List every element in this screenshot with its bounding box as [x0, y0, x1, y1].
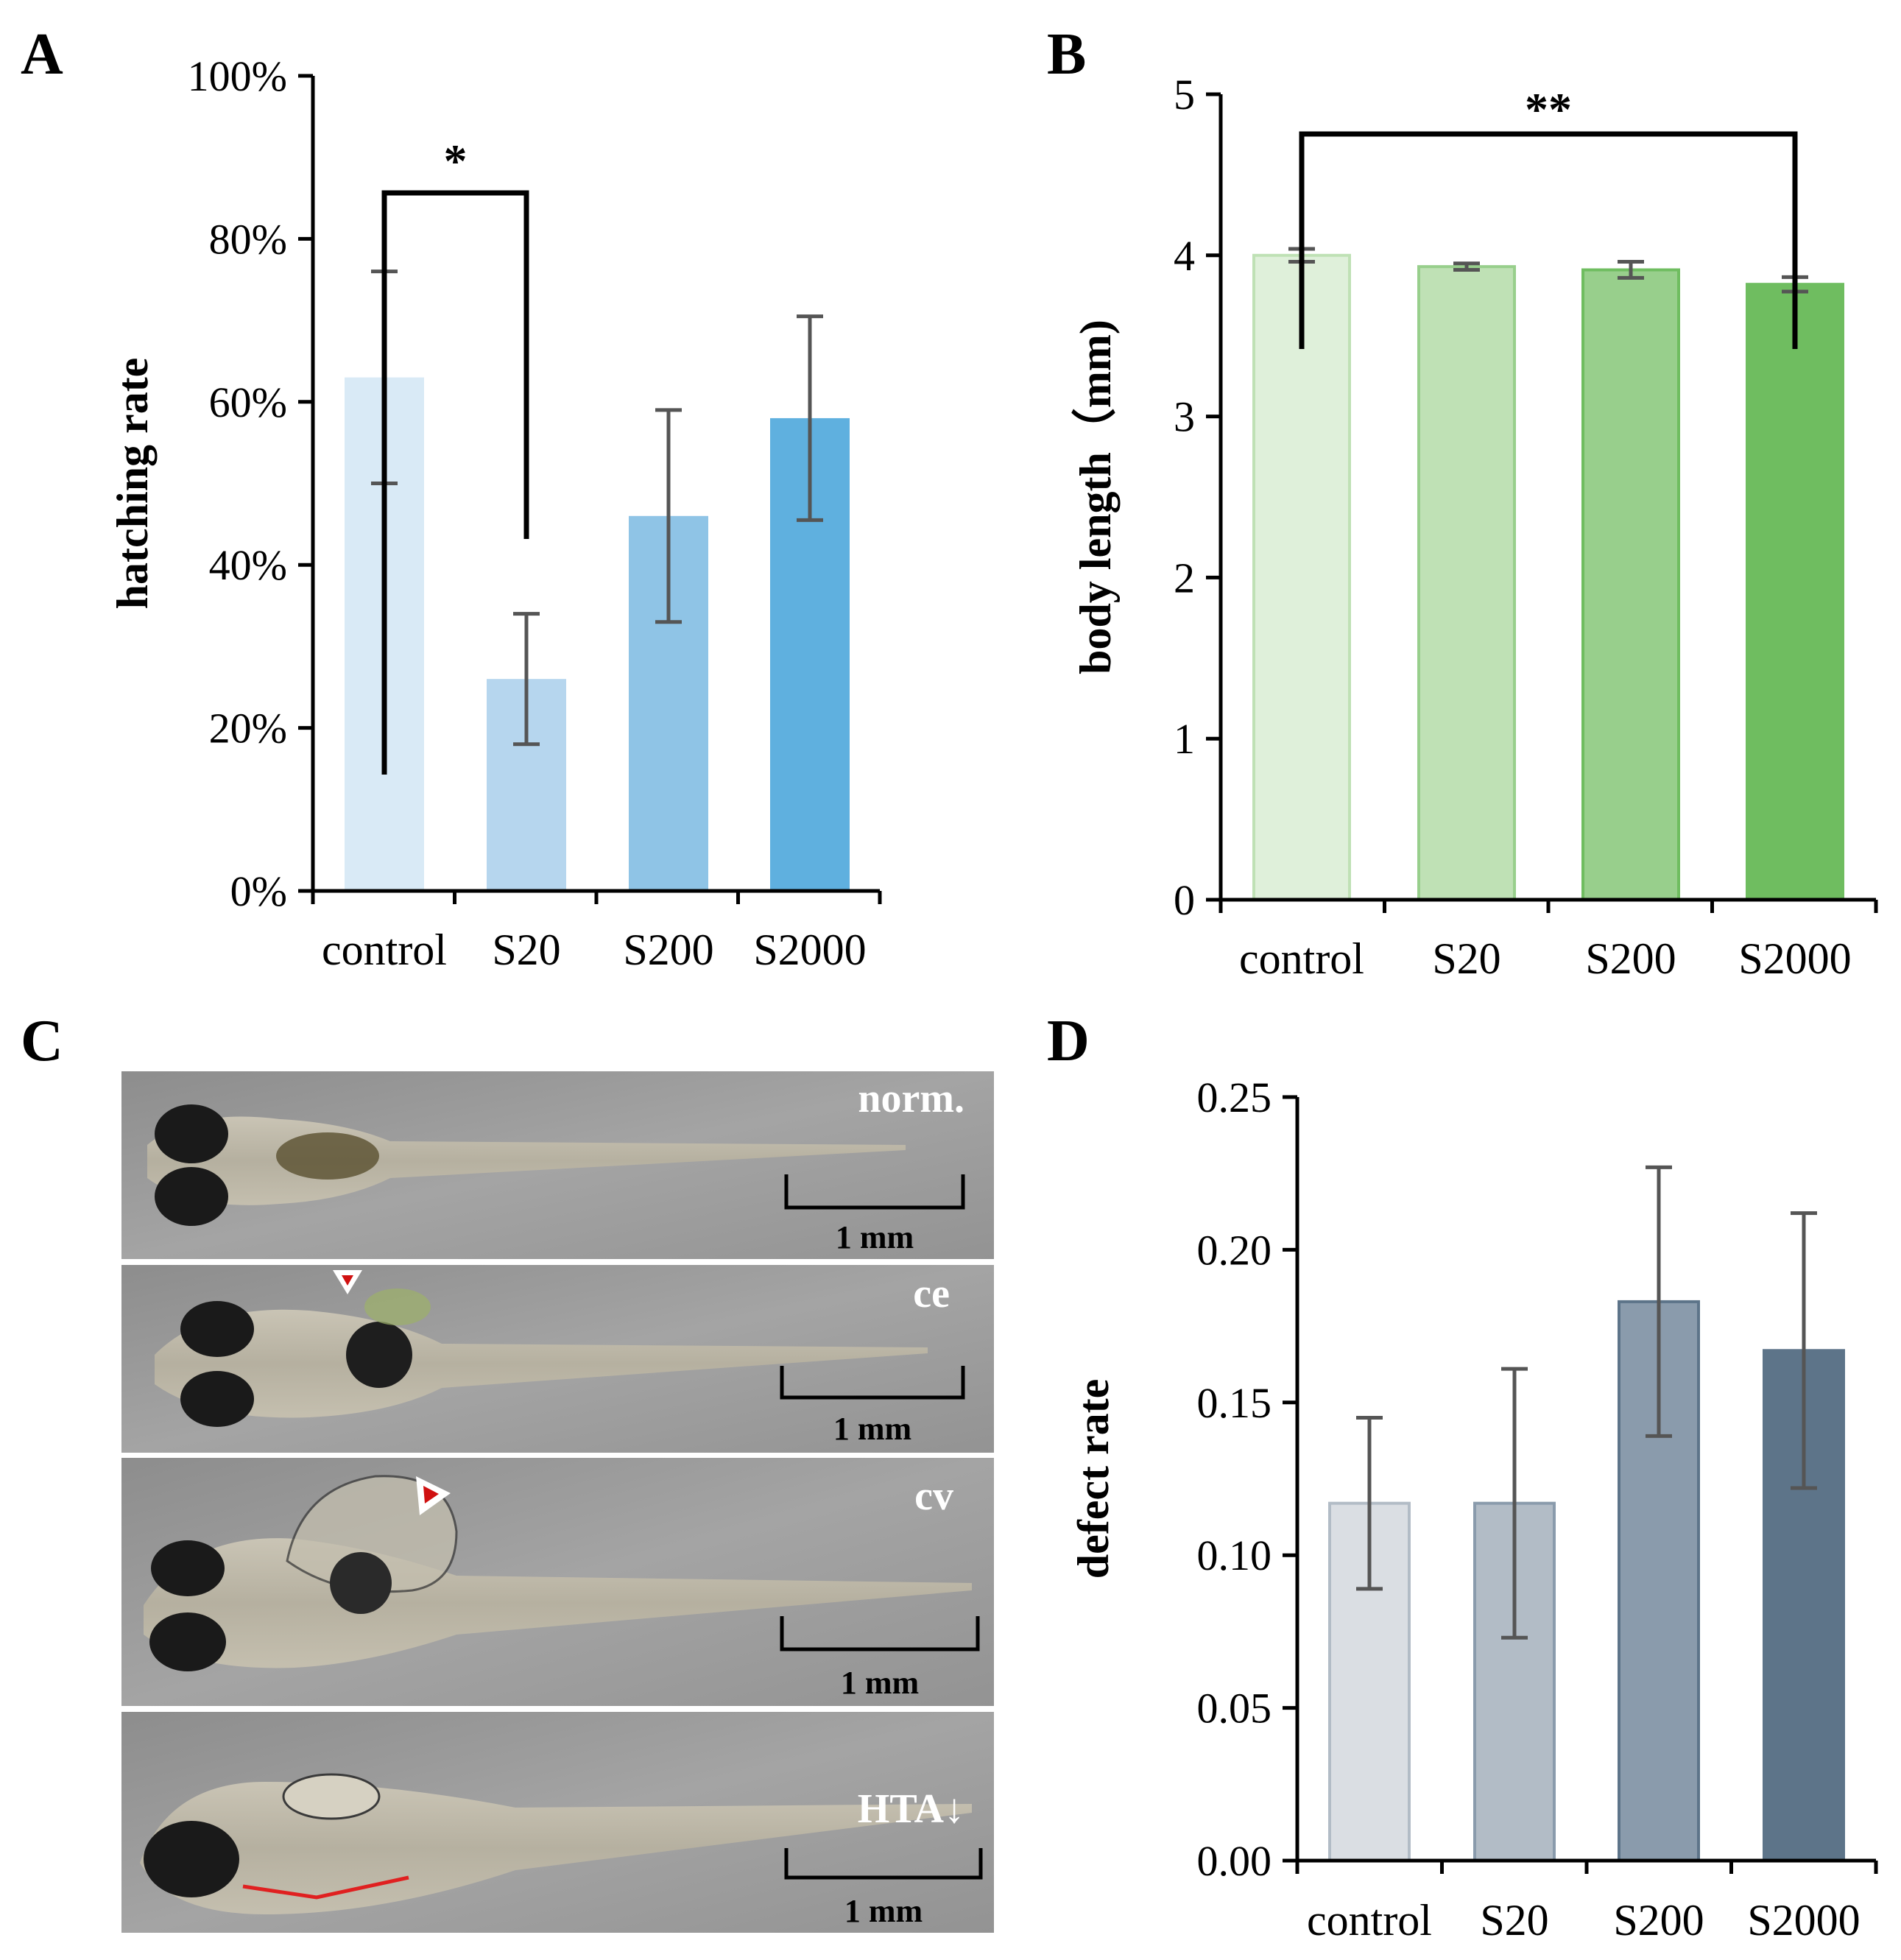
larva-yolk: [330, 1552, 392, 1614]
arrowhead-icon: [342, 1275, 353, 1286]
x-tick-label: S200: [1613, 1896, 1704, 1945]
scale-label: 1 mm: [833, 1411, 911, 1447]
y-tick-label: 100%: [188, 52, 287, 100]
x-tick-label: S2000: [753, 926, 866, 974]
y-tick-label: 0.25: [1197, 1074, 1272, 1121]
y-tick-label: 80%: [209, 215, 287, 263]
edema-region: [364, 1289, 431, 1325]
y-tick-label: 0.00: [1197, 1837, 1272, 1885]
scale-label: 1 mm: [836, 1219, 914, 1255]
bar-s2000: [1746, 283, 1844, 901]
photo-normal: norm. 1 mm: [121, 1071, 994, 1259]
y-axis-title: hatching rate: [108, 358, 157, 610]
y-tick-label: 0.15: [1197, 1379, 1272, 1427]
swim-bladder: [282, 1773, 381, 1820]
larva-yolk: [276, 1132, 379, 1180]
y-tick-label: 5: [1174, 71, 1195, 119]
larva-eye: [155, 1167, 228, 1226]
y-tick-label: 0.05: [1197, 1685, 1272, 1732]
y-axis-title: defect rate: [1069, 1379, 1118, 1579]
x-tick-label: S20: [492, 926, 560, 974]
scale-bar: [780, 1616, 980, 1651]
panel-label-a: A: [21, 22, 63, 87]
scale-bar: [784, 1174, 965, 1210]
significance-bracket: [381, 190, 529, 775]
x-tick-label: S2000: [1738, 934, 1851, 983]
chart-b-body-length: 0 1 2 3 4 5 control S20 S200 S2000 body length（mm)…: [1071, 71, 1878, 983]
x-tick-label: S200: [623, 926, 713, 974]
photo-hta: HTA↓ 1 mm: [121, 1712, 994, 1933]
larva-eye: [155, 1104, 228, 1163]
scale-bar: [780, 1366, 965, 1400]
y-tick-label: 40%: [209, 541, 287, 589]
photo-tag-cv: cv: [914, 1473, 953, 1519]
y-tick-label: 4: [1174, 232, 1195, 280]
x-tick-label: S20: [1480, 1896, 1548, 1945]
y-tick-label: 0.20: [1197, 1226, 1272, 1274]
y-tick-label: 3: [1174, 393, 1195, 441]
significance-marker: *: [444, 135, 468, 187]
larva-eye: [180, 1371, 254, 1427]
chart-d-defect-rate: 0.00 0.05 0.10 0.15 0.20 0.25 control S20 S200 S2…: [1069, 1074, 1878, 1945]
larva-eye: [149, 1612, 226, 1671]
photo-cv: cv 1 mm: [121, 1458, 994, 1706]
y-tick-label: 20%: [209, 705, 287, 752]
scale-bar: [784, 1848, 983, 1880]
y-tick-label: 2: [1174, 554, 1195, 602]
chart-a-hatching-rate: 0% 20% 40% 60% 80% 100% control S20 S200 S2000 hat…: [108, 52, 882, 974]
y-tick-label: 60%: [209, 378, 287, 426]
panel-label-d: D: [1047, 1009, 1090, 1074]
larva-yolk: [346, 1322, 412, 1388]
larva-eye: [180, 1301, 254, 1357]
scale-label: 1 mm: [841, 1665, 919, 1701]
x-tick-label: control: [1307, 1896, 1432, 1945]
photo-tag-norm: norm.: [858, 1076, 964, 1121]
significance-marker: **: [1525, 83, 1572, 135]
panel-c-photos: norm. 1 mm ce 1 mm: [121, 1071, 994, 1933]
bar-s200: [1581, 268, 1680, 901]
head-trunk-angle-line: [242, 1875, 409, 1900]
scale-label: 1 mm: [844, 1893, 923, 1929]
y-tick-label: 0: [1174, 876, 1195, 924]
x-tick-label: S200: [1585, 934, 1676, 983]
larva-eye: [151, 1540, 225, 1596]
arrowhead-icon: [423, 1486, 439, 1504]
x-tick-label: S20: [1432, 934, 1500, 983]
photo-ce: ce 1 mm: [121, 1265, 994, 1453]
y-tick-label: 0.10: [1197, 1531, 1272, 1579]
y-tick-label: 1: [1174, 715, 1195, 763]
x-tick-label: control: [1239, 934, 1364, 983]
bar-control: [1252, 253, 1351, 901]
x-tick-label: S2000: [1747, 1896, 1860, 1945]
panel-label-c: C: [21, 1009, 63, 1074]
photo-tag-ce: ce: [913, 1271, 950, 1316]
significance-bracket: [1299, 131, 1798, 349]
bar-s20: [1417, 265, 1516, 901]
y-tick-label: 0%: [230, 867, 287, 915]
x-tick-label: control: [322, 926, 447, 974]
larva-body: [155, 1309, 928, 1418]
y-axis-title: body length（mm): [1071, 320, 1120, 674]
larva-eye: [144, 1821, 239, 1897]
photo-tag-hta: HTA↓: [858, 1786, 964, 1832]
panel-label-b: B: [1047, 22, 1086, 87]
